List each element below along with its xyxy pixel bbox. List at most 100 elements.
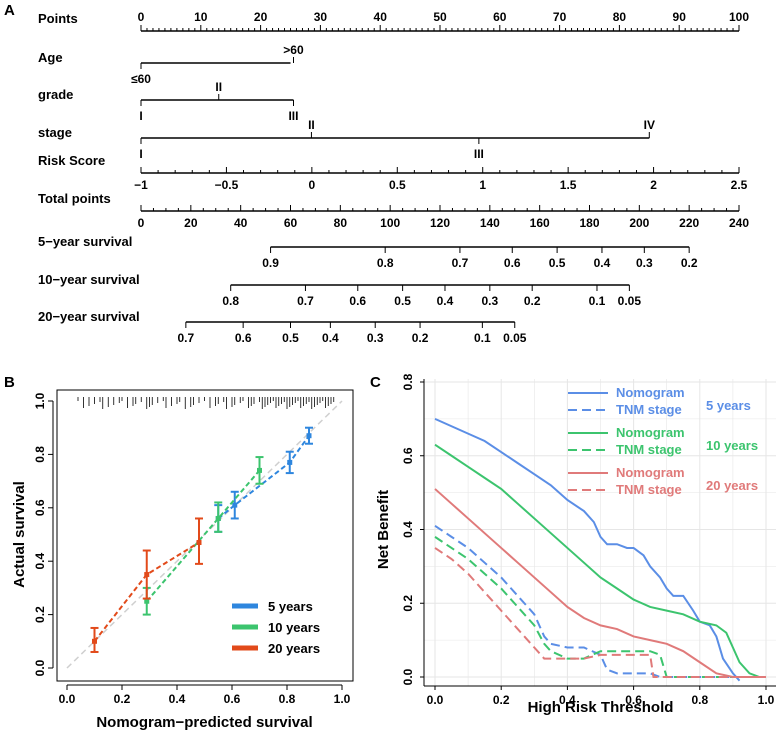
prob-label: 0.2 (681, 256, 698, 270)
x-tick-label: 0.6 (625, 693, 642, 707)
prob-label: 0.8 (222, 294, 239, 308)
tick-label: −1 (134, 178, 148, 192)
prob-label: 0.4 (437, 294, 454, 308)
tick-label: −0.5 (215, 178, 239, 192)
x-tick-label: 0.2 (114, 692, 131, 706)
legend-group-5-years: 5 years (706, 398, 751, 413)
x-tick-label: 1.0 (334, 692, 351, 706)
series-line-10-years (145, 469, 261, 602)
level-label: ≤60 (131, 72, 151, 86)
tick-label: 40 (374, 10, 388, 24)
prob-label: 0.4 (594, 256, 611, 270)
legend-label-5-years-nomogram: Nomogram (616, 385, 685, 400)
tick-label: 100 (729, 10, 749, 24)
y-tick-label: 0.2 (401, 595, 415, 612)
legend-label-20-years-nomogram: Nomogram (616, 465, 685, 480)
tick-label: 90 (673, 10, 687, 24)
y-tick-label: 0.8 (401, 373, 415, 390)
prob-label: 0.3 (367, 331, 384, 345)
level-label: >60 (283, 43, 304, 57)
legend-group-10-years: 10 years (706, 438, 758, 453)
legend-group-20-years: 20 years (706, 478, 758, 493)
row-label-total-points: Total points (38, 191, 111, 206)
row-label-20-year-survival: 20−year survival (38, 309, 140, 324)
row-label-10-year-survival: 10−year survival (38, 272, 140, 287)
panel-label-b: B (4, 374, 15, 391)
y-tick-label: 0.4 (33, 553, 47, 570)
level-label: II (215, 80, 222, 94)
data-point-5-years (232, 502, 238, 508)
prob-label: 0.1 (474, 331, 491, 345)
legend-label-20-years-tnm-stage: TNM stage (616, 482, 682, 497)
prob-label: 0.5 (549, 256, 566, 270)
decision-curve-chart: 0.0 0.2 0.4 0.6 0.8 1.0 0.0 0.2 0.4 0.6 0.8 High Ri… (375, 373, 776, 716)
y-tick-label: 0.8 (33, 446, 47, 463)
tick-label: 100 (380, 216, 400, 230)
nomogram-chart: Points 0 10 20 30 40 50 60 70 80 90 100Age≤60>60gra… (38, 10, 749, 345)
prob-label: 0.3 (636, 256, 653, 270)
level-label: I (139, 147, 142, 161)
row-label-points: Points (38, 11, 78, 26)
y-axis-title: Net Benefit (375, 490, 392, 569)
row-label-risk-score: Risk Score (38, 153, 105, 168)
tick-label: 20 (184, 216, 198, 230)
panel-label-c: C (370, 374, 381, 391)
y-tick-label: 0.4 (401, 521, 415, 538)
x-tick-label: 1.0 (758, 693, 775, 707)
legend-label-20-years: 20 years (268, 641, 320, 656)
prob-label: 0.9 (262, 256, 279, 270)
legend-label-5-years-tnm-stage: TNM stage (616, 402, 682, 417)
panel-label-a: A (4, 2, 15, 19)
tick-label: 120 (430, 216, 450, 230)
level-label: I (139, 109, 142, 123)
tick-label: 70 (553, 10, 567, 24)
x-tick-label: 0.6 (224, 692, 241, 706)
tick-label: 10 (194, 10, 208, 24)
level-label: III (474, 147, 484, 161)
legend-label-5-years: 5 years (268, 599, 313, 614)
calibration-chart: 0.0 0.2 0.4 0.6 0.8 1.0 0.0 0.2 0.4 0.6 0.8 1.0 Nomo… (11, 389, 354, 731)
curve-10-years-tnm-stage (434, 536, 766, 678)
row-label-stage: stage (38, 125, 72, 140)
prob-label: 0.05 (503, 331, 527, 345)
prob-label: 0.5 (282, 331, 299, 345)
tick-label: 240 (729, 216, 749, 230)
level-label: IV (644, 118, 655, 132)
tick-label: 0 (138, 10, 145, 24)
data-point-20-years (144, 572, 150, 578)
tick-label: 30 (314, 10, 328, 24)
tick-label: 60 (284, 216, 298, 230)
prob-label: 0.2 (412, 331, 429, 345)
data-point-10-years (144, 598, 150, 604)
x-axis-title: High Risk Threshold (528, 699, 674, 716)
y-tick-label: 1.0 (33, 392, 47, 409)
data-point-5-years (306, 433, 312, 439)
prob-label: 0.2 (524, 294, 541, 308)
curve-10-years-nomogram (434, 443, 760, 678)
y-tick-label: 0.0 (33, 659, 47, 676)
tick-label: 0 (309, 178, 316, 192)
prob-label: 0.7 (452, 256, 469, 270)
data-point-5-years (287, 459, 293, 465)
tick-label: 50 (433, 10, 447, 24)
prob-label: 0.1 (589, 294, 606, 308)
tick-label: 80 (613, 10, 627, 24)
data-point-10-years (257, 467, 262, 473)
level-label: III (288, 109, 298, 123)
tick-label: 20 (254, 10, 268, 24)
tick-label: 0 (138, 216, 145, 230)
x-tick-label: 0.2 (493, 693, 510, 707)
tick-label: 0.5 (389, 178, 406, 192)
prob-label: 0.7 (178, 331, 195, 345)
tick-label: 40 (234, 216, 248, 230)
legend-label-10-years-nomogram: Nomogram (616, 425, 685, 440)
x-tick-label: 0.4 (169, 692, 186, 706)
prob-label: 0.6 (504, 256, 521, 270)
level-label: II (308, 118, 315, 132)
prob-label: 0.7 (297, 294, 314, 308)
y-tick-label: 0.6 (401, 447, 415, 464)
prob-label: 0.6 (349, 294, 366, 308)
legend-label-10-years-tnm-stage: TNM stage (616, 442, 682, 457)
tick-label: 1.5 (560, 178, 577, 192)
